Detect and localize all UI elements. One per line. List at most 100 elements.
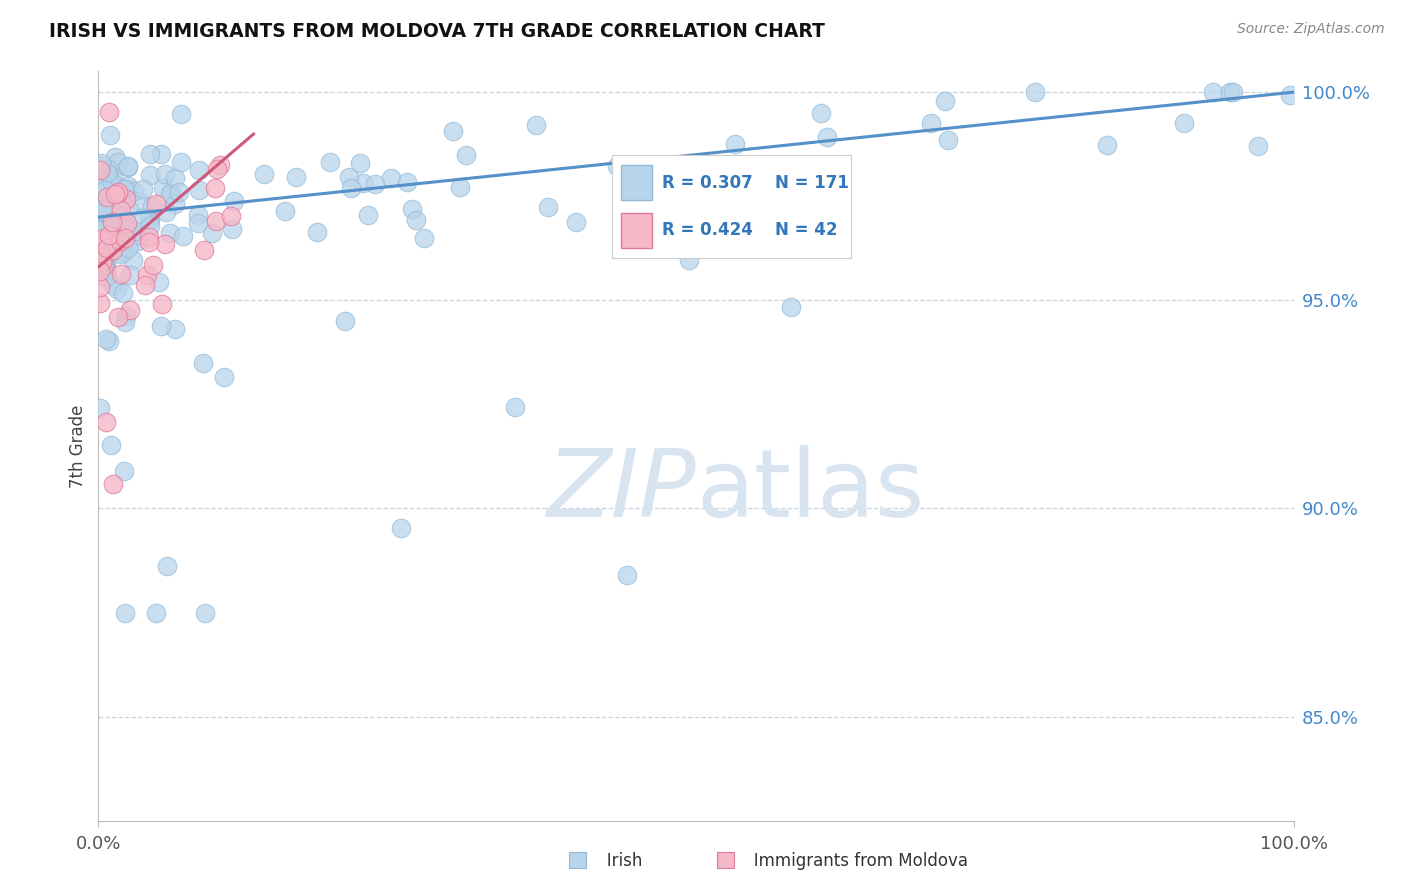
Point	[1024, 85, 1046, 99]
Point	[103, 219, 125, 234]
Point	[503, 401, 526, 415]
Point	[94, 332, 117, 346]
Point	[100, 229, 122, 244]
Point	[212, 370, 235, 384]
Point	[219, 209, 242, 223]
Point	[115, 309, 138, 323]
Point	[340, 180, 363, 194]
Point	[936, 132, 959, 146]
Point	[89, 223, 111, 237]
Point	[114, 192, 136, 206]
Y-axis label: 7th Grade: 7th Grade	[69, 404, 87, 488]
Point	[139, 219, 162, 234]
Point	[142, 258, 165, 272]
Point	[364, 178, 387, 192]
Point	[93, 207, 115, 221]
Point	[169, 107, 191, 121]
Point	[537, 200, 560, 214]
Point	[149, 147, 172, 161]
Point	[153, 236, 176, 251]
Point	[104, 150, 127, 164]
Point	[253, 167, 276, 181]
Point	[117, 241, 139, 255]
Point	[122, 252, 145, 267]
Point	[103, 211, 125, 225]
Point	[105, 282, 128, 296]
Text: Irish: Irish	[591, 852, 643, 870]
Point	[1222, 85, 1244, 99]
Point	[101, 215, 124, 229]
Point	[565, 215, 588, 229]
Point	[100, 438, 122, 452]
Point	[149, 318, 172, 333]
Point	[127, 234, 149, 248]
Point	[136, 268, 159, 282]
Point	[678, 253, 700, 268]
Point	[187, 183, 209, 197]
Point	[633, 159, 655, 173]
Point	[115, 216, 138, 230]
Point	[412, 231, 434, 245]
Point	[524, 118, 547, 132]
Point	[389, 521, 412, 535]
Point	[89, 163, 111, 178]
Point	[97, 227, 120, 242]
Point	[96, 227, 118, 242]
Point	[89, 227, 111, 241]
Point	[395, 175, 418, 189]
Point	[103, 172, 125, 186]
Point	[201, 226, 224, 240]
Point	[94, 415, 117, 429]
Point	[118, 303, 141, 318]
Point	[96, 221, 118, 235]
Point	[104, 186, 127, 201]
Point	[159, 186, 181, 200]
Point	[159, 186, 181, 201]
Point	[90, 156, 112, 170]
Point	[93, 221, 115, 235]
Point	[337, 170, 360, 185]
Point	[204, 180, 226, 194]
Point	[152, 181, 174, 195]
Point	[93, 259, 115, 273]
Point	[100, 246, 122, 260]
Point	[114, 182, 136, 196]
Point	[138, 230, 160, 244]
Point	[97, 167, 120, 181]
Point	[108, 201, 131, 215]
Point	[107, 155, 129, 169]
Point	[117, 160, 139, 174]
Point	[90, 247, 112, 261]
Point	[319, 154, 342, 169]
Point	[138, 210, 160, 224]
Point	[139, 213, 162, 227]
Text: R = 0.307: R = 0.307	[662, 174, 752, 192]
Point	[193, 244, 215, 258]
Point	[110, 267, 132, 281]
Point	[89, 202, 111, 217]
Point	[779, 301, 801, 315]
Point	[103, 195, 125, 210]
Point	[120, 223, 142, 237]
Point	[122, 184, 145, 198]
Point	[208, 158, 231, 172]
Point	[117, 178, 139, 193]
Point	[111, 245, 134, 260]
Point	[101, 244, 124, 258]
Point	[96, 189, 118, 203]
Point	[96, 166, 118, 180]
Point	[101, 175, 124, 189]
Point	[98, 105, 121, 120]
Point	[97, 161, 120, 176]
Point	[139, 147, 162, 161]
Point	[815, 129, 838, 144]
Text: Source: ZipAtlas.com: Source: ZipAtlas.com	[1237, 22, 1385, 37]
FancyBboxPatch shape	[621, 165, 652, 201]
Point	[94, 204, 117, 219]
Point	[100, 194, 122, 209]
Text: atlas: atlas	[696, 445, 924, 537]
Point	[91, 260, 114, 275]
Point	[934, 95, 956, 109]
Point	[132, 181, 155, 195]
Point	[90, 252, 112, 266]
